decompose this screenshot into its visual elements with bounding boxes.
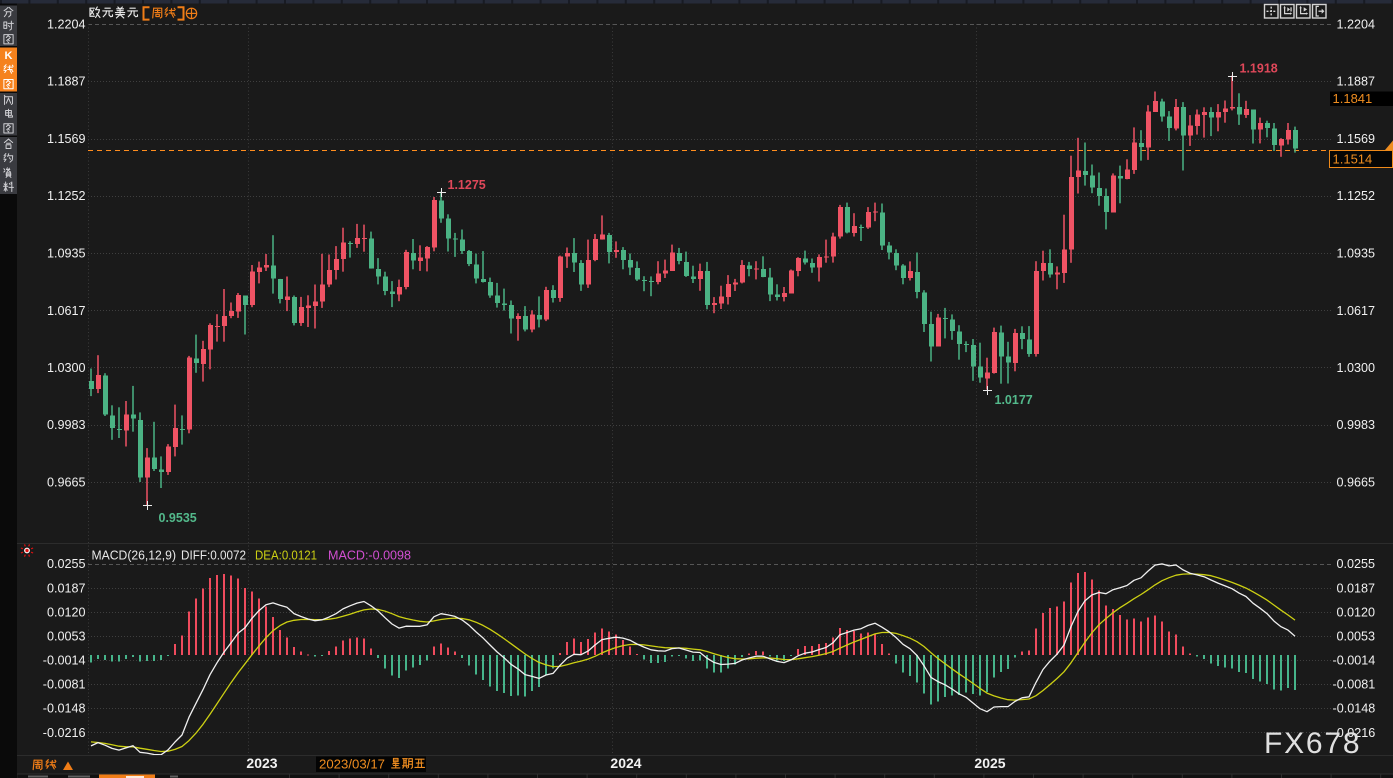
svg-text:2025: 2025 <box>974 755 1005 771</box>
svg-text:0.0120: 0.0120 <box>1337 606 1376 620</box>
svg-text:1.1569: 1.1569 <box>1337 132 1376 146</box>
svg-text:0.0120: 0.0120 <box>47 606 86 620</box>
svg-text:-0.0014: -0.0014 <box>1333 654 1376 668</box>
svg-text:1.0300: 1.0300 <box>47 361 86 375</box>
svg-text:1.0177: 1.0177 <box>995 393 1033 407</box>
svg-text:0.0187: 0.0187 <box>1337 582 1376 596</box>
svg-text:1.1887: 1.1887 <box>47 75 86 89</box>
svg-text:1.0617: 1.0617 <box>47 304 86 318</box>
svg-text:0.9983: 0.9983 <box>47 418 86 432</box>
svg-text:1.1275: 1.1275 <box>448 178 486 192</box>
svg-text:1.1569: 1.1569 <box>47 132 86 146</box>
svg-text:0.0255: 0.0255 <box>47 557 86 571</box>
svg-text:-0.0148: -0.0148 <box>43 702 86 716</box>
svg-text:0.9665: 0.9665 <box>47 476 86 490</box>
svg-text:1.1252: 1.1252 <box>1337 189 1376 203</box>
svg-text:-0.0081: -0.0081 <box>43 678 86 692</box>
svg-text:1.1514: 1.1514 <box>1333 152 1373 167</box>
svg-text:1.1918: 1.1918 <box>1240 62 1278 76</box>
svg-text:-0.0014: -0.0014 <box>43 654 86 668</box>
svg-text:DEA:0.0121: DEA:0.0121 <box>255 548 317 563</box>
svg-text:0.0053: 0.0053 <box>1337 630 1376 644</box>
svg-text:0.0053: 0.0053 <box>47 630 86 644</box>
svg-text:1.2204: 1.2204 <box>1337 18 1376 32</box>
svg-text:2023/03/17: 2023/03/17 <box>319 757 385 772</box>
svg-text:2024: 2024 <box>610 755 641 771</box>
svg-text:MACD(26,12,9): MACD(26,12,9) <box>92 548 177 563</box>
svg-text:1.0935: 1.0935 <box>47 246 86 260</box>
svg-text:1.1887: 1.1887 <box>1337 75 1376 89</box>
svg-text:MACD:-0.0098: MACD:-0.0098 <box>328 548 411 563</box>
svg-text:FX678: FX678 <box>1264 727 1361 760</box>
svg-text:0.9535: 0.9535 <box>159 511 197 525</box>
svg-text:1.2204: 1.2204 <box>47 18 86 32</box>
svg-text:0.9983: 0.9983 <box>1337 418 1376 432</box>
svg-text:1.0935: 1.0935 <box>1337 246 1376 260</box>
svg-text:DIFF:0.0072: DIFF:0.0072 <box>181 548 246 563</box>
svg-text:-0.0216: -0.0216 <box>1333 726 1376 740</box>
svg-text:-0.0148: -0.0148 <box>1333 702 1376 716</box>
svg-text:1.0617: 1.0617 <box>1337 304 1376 318</box>
svg-text:1.1252: 1.1252 <box>47 189 86 203</box>
svg-text:1.1841: 1.1841 <box>1333 91 1373 106</box>
svg-text:0.9665: 0.9665 <box>1337 476 1376 490</box>
svg-text:2023: 2023 <box>246 755 277 771</box>
svg-text:0.0255: 0.0255 <box>1337 557 1376 571</box>
svg-text:1.0300: 1.0300 <box>1337 361 1376 375</box>
svg-text:-0.0216: -0.0216 <box>43 726 86 740</box>
svg-text:0.0187: 0.0187 <box>47 582 86 596</box>
svg-text:-0.0081: -0.0081 <box>1333 678 1376 692</box>
svg-text:K: K <box>5 50 13 62</box>
